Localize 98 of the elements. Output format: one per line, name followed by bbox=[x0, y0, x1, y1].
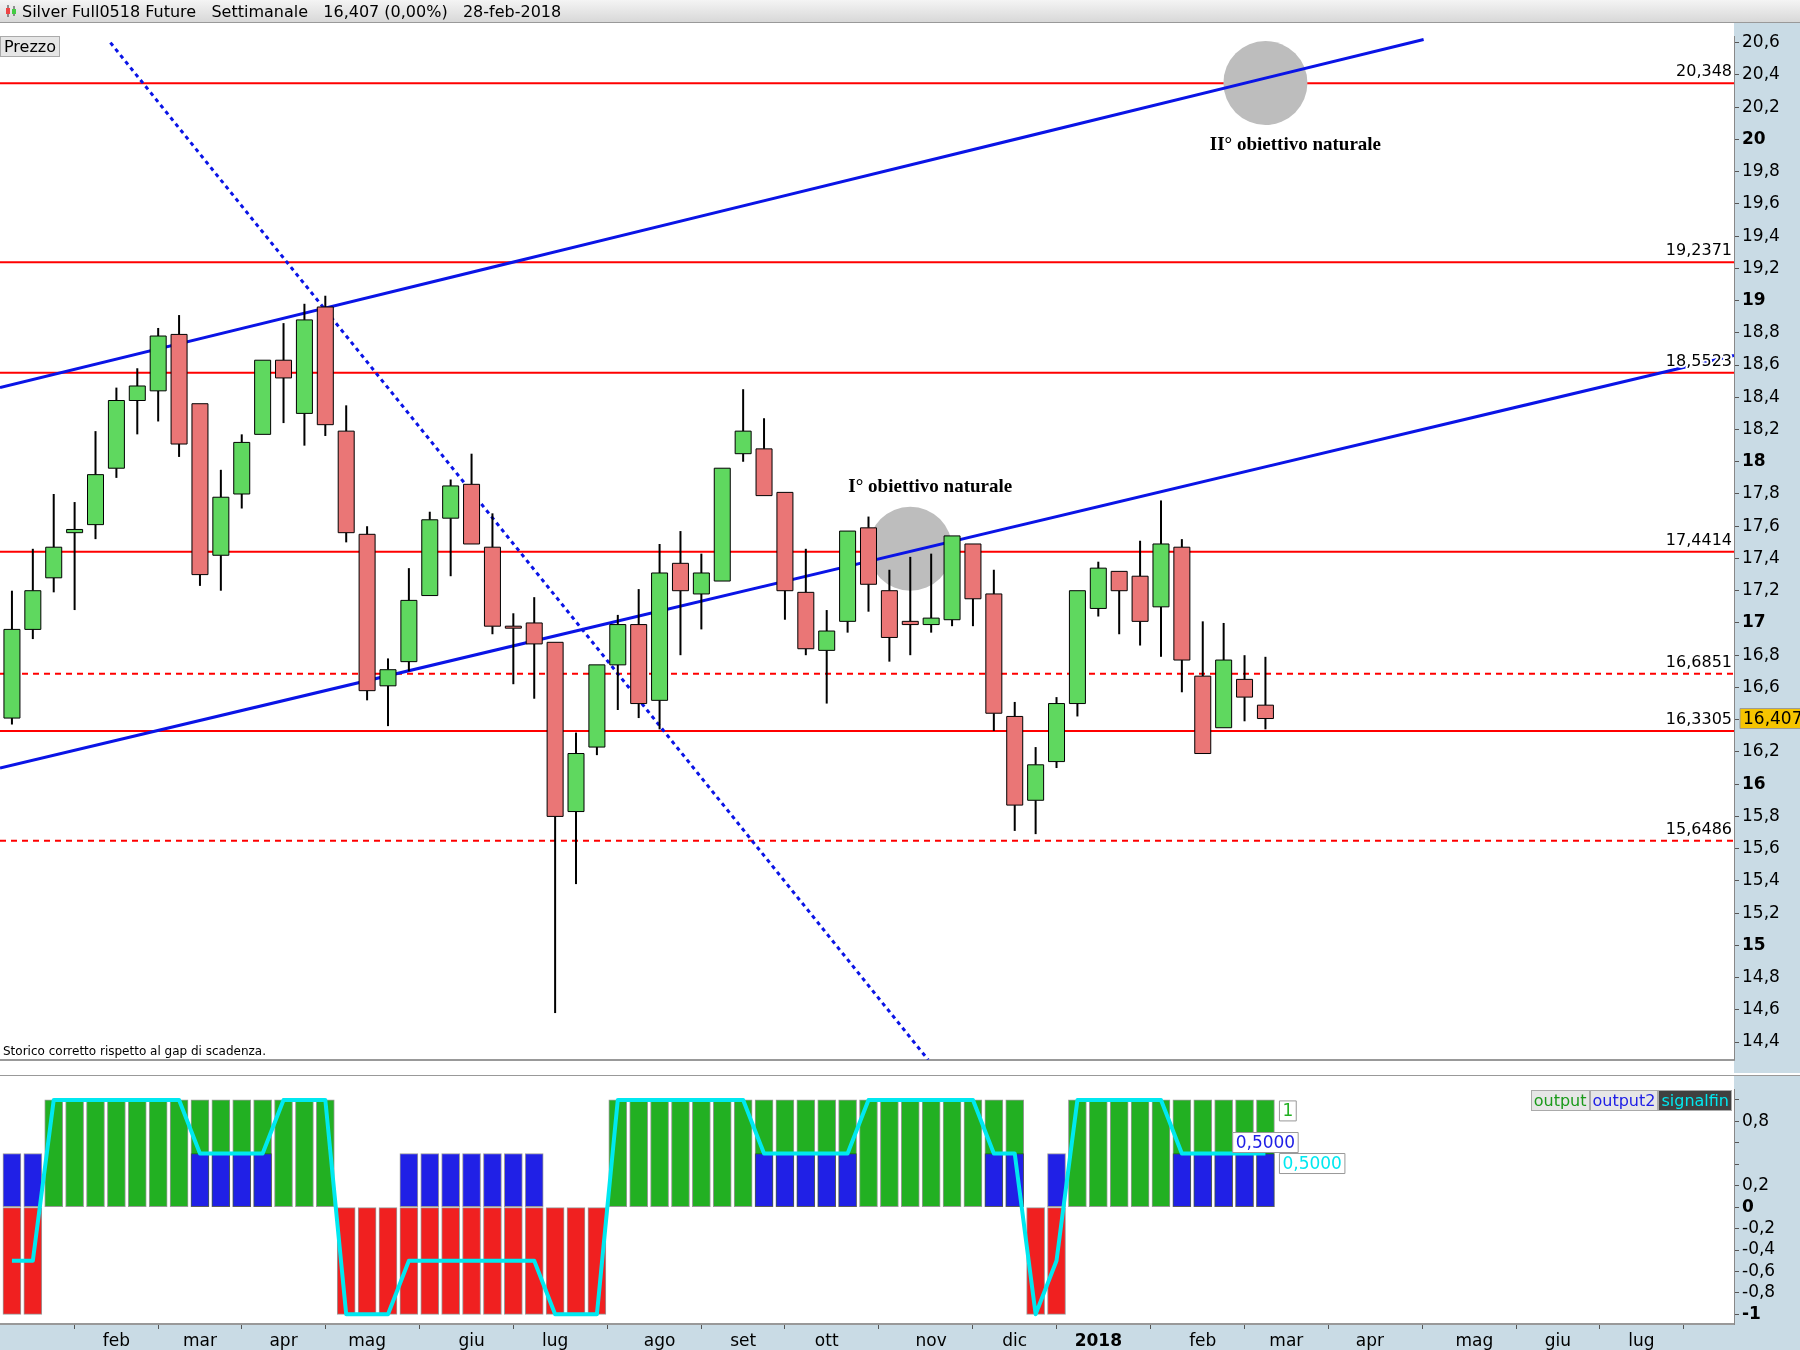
candlestick bbox=[713, 467, 731, 582]
y-tick-label: 16 bbox=[1742, 772, 1766, 793]
ref-line-label: 19,2371 bbox=[1665, 240, 1732, 260]
y-tick-label: 15 bbox=[1742, 933, 1766, 954]
y-tick-label: 20 bbox=[1742, 127, 1766, 148]
ref-line-label: 16,3305 bbox=[1665, 709, 1732, 729]
x-tick-label: dic bbox=[1002, 1329, 1028, 1350]
candlestick bbox=[463, 453, 481, 545]
x-tick-label: set bbox=[730, 1329, 757, 1350]
candlestick bbox=[87, 431, 104, 540]
y-tick-label: -0,4 bbox=[1742, 1238, 1776, 1259]
y-tick-label: 18 bbox=[1742, 450, 1766, 471]
y-tick-label: 14,4 bbox=[1742, 1030, 1780, 1051]
text: output2 bbox=[1589, 1090, 1659, 1112]
candlestick bbox=[1068, 590, 1086, 717]
y-tick-label: 20,4 bbox=[1742, 63, 1780, 84]
x-tick-label: nov bbox=[915, 1329, 947, 1350]
y-tick-label: 0,2 bbox=[1742, 1174, 1770, 1195]
y-tick-label: 15,2 bbox=[1742, 901, 1780, 922]
y-tick-label: 15,4 bbox=[1742, 869, 1780, 890]
y-tick-label: 16,6 bbox=[1742, 675, 1780, 696]
y-tick-label: 0,8 bbox=[1742, 1109, 1770, 1130]
annotation: II° obiettivo naturale bbox=[1209, 132, 1382, 154]
y-tick-label: 19,4 bbox=[1742, 224, 1780, 245]
candlestick bbox=[1194, 621, 1212, 755]
x-tick-label: 2018 bbox=[1074, 1329, 1122, 1350]
ref-line-label: 16,6851 bbox=[1665, 651, 1732, 671]
text: output bbox=[1530, 1090, 1590, 1112]
y-tick-label: 17,4 bbox=[1742, 546, 1780, 567]
candlestick bbox=[880, 569, 898, 662]
candlestick bbox=[442, 479, 460, 577]
y-tick-label: 14,6 bbox=[1742, 998, 1780, 1019]
y-tick-label: -0,8 bbox=[1742, 1281, 1776, 1302]
x-tick-label: apr bbox=[1355, 1329, 1384, 1350]
annotation: I° obiettivo naturale bbox=[848, 474, 1013, 496]
candlestick bbox=[1215, 622, 1233, 729]
y-tick-label: 14,8 bbox=[1742, 966, 1780, 987]
candlestick bbox=[107, 387, 125, 478]
y-tick-label: 18,2 bbox=[1742, 417, 1780, 438]
candlestick bbox=[985, 569, 1003, 731]
x-tick-label: lug bbox=[541, 1329, 569, 1350]
ref-line-label: 20,348 bbox=[1676, 61, 1732, 81]
y-tick-label: 15,6 bbox=[1742, 837, 1780, 858]
x-tick-label: mar bbox=[1269, 1329, 1304, 1350]
data-label: 0,5000 bbox=[1235, 1131, 1296, 1152]
y-tick-label: -1 bbox=[1742, 1302, 1761, 1323]
y-tick-label: -0,6 bbox=[1742, 1259, 1776, 1280]
y-tick-label: 20,2 bbox=[1742, 95, 1780, 116]
y-tick-label: 19 bbox=[1742, 288, 1766, 309]
x-tick-label: apr bbox=[269, 1329, 298, 1350]
candlestick bbox=[1027, 747, 1045, 835]
y-tick-label: 17,8 bbox=[1742, 482, 1780, 503]
x-tick-label: mar bbox=[182, 1329, 217, 1350]
data-label: 1 bbox=[1282, 1100, 1294, 1121]
y-axis-title: Prezzo bbox=[0, 36, 61, 58]
candlestick bbox=[337, 405, 355, 543]
candlestick bbox=[630, 589, 648, 719]
annotation: Storico corretto rispetto al gap di scadenza. bbox=[3, 1043, 266, 1058]
x-tick-label: mag bbox=[1455, 1329, 1494, 1350]
candlestick bbox=[295, 303, 313, 446]
y-tick-label: 16,2 bbox=[1742, 740, 1780, 761]
candlestick bbox=[1089, 561, 1107, 617]
x-tick-label: giu bbox=[1544, 1329, 1572, 1350]
y-tick-label: 16,8 bbox=[1742, 643, 1780, 664]
y-tick-label: 19,8 bbox=[1742, 160, 1780, 181]
candlestick bbox=[609, 614, 627, 710]
data-label: 0,5000 bbox=[1282, 1152, 1342, 1173]
candlestick bbox=[839, 530, 857, 633]
candlestick bbox=[233, 434, 251, 509]
y-tick-label: 19,6 bbox=[1742, 192, 1780, 213]
x-tick-label: giu bbox=[458, 1329, 485, 1350]
y-tick-label: 15,8 bbox=[1742, 804, 1780, 825]
ref-line-label: 15,6486 bbox=[1665, 818, 1732, 838]
y-tick-label: 20,6 bbox=[1742, 31, 1780, 52]
x-tick-label: lug bbox=[1628, 1329, 1655, 1350]
y-tick-label: 18,6 bbox=[1742, 353, 1780, 374]
candlestick bbox=[651, 543, 669, 730]
y-tick-label: 18,8 bbox=[1742, 321, 1780, 342]
y-tick-label: -0,2 bbox=[1742, 1217, 1776, 1237]
candlestick bbox=[254, 359, 272, 435]
y-tick-label: 17,2 bbox=[1742, 579, 1780, 600]
x-tick-label: feb bbox=[102, 1329, 131, 1350]
candlestick bbox=[797, 548, 815, 656]
candlestick bbox=[24, 548, 42, 640]
x-tick-label: feb bbox=[1189, 1329, 1217, 1350]
y-tick-label: 17 bbox=[1742, 611, 1766, 632]
x-tick-label: ott bbox=[814, 1329, 839, 1350]
text: signalfin bbox=[1658, 1090, 1732, 1112]
y-tick-label: 19,2 bbox=[1742, 256, 1780, 277]
chart-title: Silver Full0518 Future Settimanale 16,407 (0,00%) 28-feb-2018 bbox=[22, 1, 562, 23]
candlestick bbox=[1048, 697, 1066, 769]
x-tick-label: mag bbox=[348, 1329, 386, 1350]
y-tick-label: 0 bbox=[1742, 1195, 1754, 1216]
x-tick-label: ago bbox=[643, 1329, 676, 1350]
y-tick-label: 17,6 bbox=[1742, 514, 1780, 535]
y-tick-label: 18,4 bbox=[1742, 385, 1780, 406]
candlestick bbox=[1006, 701, 1024, 831]
ref-line-label: 17,4414 bbox=[1665, 529, 1732, 549]
